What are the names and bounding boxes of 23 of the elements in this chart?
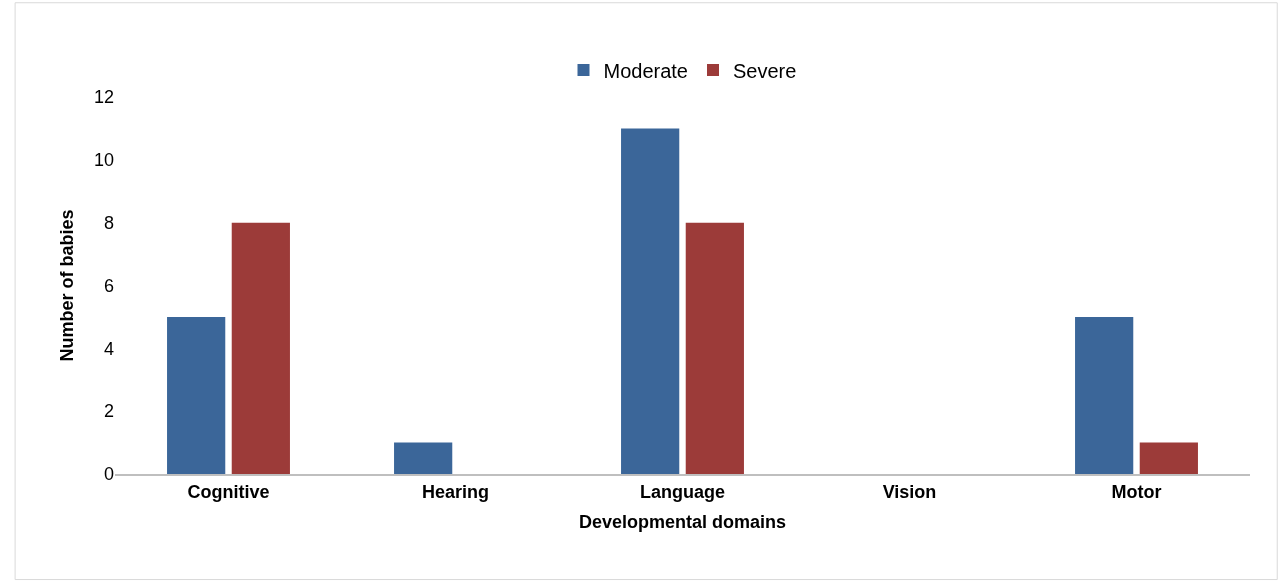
x-axis-title: Developmental domains <box>578 512 787 533</box>
legend-label: Severe <box>733 59 797 82</box>
y-axis-title: Number of babies <box>57 209 78 362</box>
x-tick-label: Vision <box>882 481 937 502</box>
bar <box>231 222 290 474</box>
y-tick-label: 10 <box>93 150 114 171</box>
x-tick-label: Cognitive <box>187 481 270 502</box>
bar <box>1075 316 1134 474</box>
y-tick-label: 0 <box>103 464 114 485</box>
bar <box>167 316 226 474</box>
x-tick-label: Hearing <box>421 481 490 502</box>
legend-label: Moderate <box>603 59 688 82</box>
y-tick-label: 2 <box>103 401 114 422</box>
y-tick-label: 6 <box>103 275 114 296</box>
y-tick-label: 8 <box>103 212 114 233</box>
bar <box>1139 442 1198 474</box>
x-tick-label: Language <box>639 481 726 502</box>
bar <box>394 442 453 474</box>
bar <box>621 128 680 474</box>
x-tick-label: Motor <box>1111 481 1162 502</box>
y-tick-label: 4 <box>103 338 114 359</box>
bar <box>685 222 744 474</box>
y-tick-label: 12 <box>93 87 114 108</box>
